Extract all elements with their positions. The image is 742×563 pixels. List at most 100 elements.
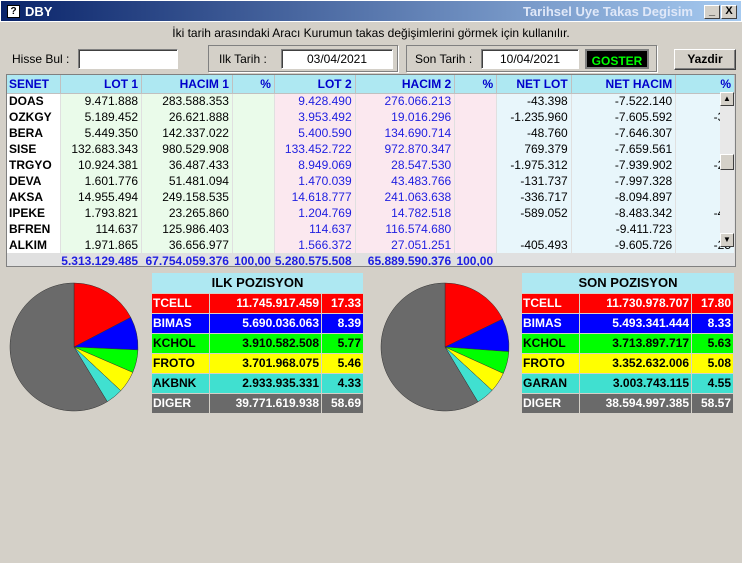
grid-header-2[interactable]: HACIM 1 [141,75,233,94]
hisse-label: Hisse Bul : [12,52,70,66]
pozisyon-name: AKBNK [152,374,209,393]
grid-vertical-scrollbar[interactable]: ▲ ▼ [720,92,734,247]
son-pozisyon-pie-chart [380,282,510,412]
grid-header-1[interactable]: LOT 1 [60,75,143,94]
close-button[interactable]: X [721,5,737,19]
table-cell: 14.955.494 [60,189,143,205]
summary-cell: 100,00 [232,253,275,266]
table-cell: 3.953.492 [274,109,356,125]
table-row[interactable]: TRGYO 10.924.381 36.487.433 8.949.069 28.547… [7,157,735,173]
pozisyon-row: KCHOL 3.713.897.717 5.63 [522,334,734,353]
table-cell [496,221,572,237]
table-row[interactable]: SISE 132.683.343 980.529.908 133.452.722 972… [7,141,735,157]
table-cell: -43.398 [496,93,572,109]
pozisyon-value: 3.910.582.508 [210,334,321,353]
pozisyon-value: 3.003.743.115 [580,374,691,393]
pozisyon-pct: 17.33 [322,294,363,313]
table-cell [232,109,275,125]
grid-header-8[interactable]: NET HACIM [571,75,677,94]
scroll-thumb[interactable] [720,154,734,170]
grid-header-9[interactable]: % [675,75,735,94]
summary-cell: 67.754.059.376 [141,253,233,266]
table-cell: 276.066.213 [355,93,456,109]
table-cell: AKSA [7,189,62,205]
grid-header-6[interactable]: % [454,75,498,94]
table-cell [454,125,498,141]
table-row[interactable]: AKSA 14.955.494 249.158.535 14.618.777 241.0… [7,189,735,205]
table-cell: 5.449.350 [60,125,143,141]
summary-cell: 5.280.575.508 [274,253,356,266]
table-cell [232,157,275,173]
pozisyon-value: 2.933.935.331 [210,374,321,393]
app-name: DBY [25,4,53,19]
table-cell: -405.493 [496,237,572,253]
son-tarih-field[interactable]: 10/04/2021 [481,49,579,69]
ilk-tarih-field[interactable]: 03/04/2021 [281,49,393,69]
table-row[interactable]: DEVA 1.601.776 51.481.094 1.470.039 43.483.7… [7,173,735,189]
table-cell: DEVA [7,173,62,189]
pozisyon-pct: 5.46 [322,354,363,373]
table-cell: -7.646.307 [571,125,677,141]
table-cell: 134.690.714 [355,125,456,141]
pozisyon-pct: 4.55 [692,374,733,393]
app-icon: ? [7,5,20,18]
table-cell: -7.605.592 [571,109,677,125]
table-cell: 125.986.403 [141,221,233,237]
hisse-search-input[interactable] [78,49,178,69]
table-cell: 769.379 [496,141,572,157]
title-bar: ? DBY Tarihsel Uye Takas Degisim _ X [0,0,742,22]
takas-grid[interactable]: SENET LOT 1 HACIM 1% LOT 2 HACIM 2% NET LOT NE… [6,74,736,267]
table-cell: -9.605.726 [571,237,677,253]
grid-header-0[interactable]: SENET [7,75,62,94]
scroll-up-icon[interactable]: ▲ [720,92,734,106]
table-cell: -7.522.140 [571,93,677,109]
table-cell: 133.452.722 [274,141,356,157]
table-cell [232,189,275,205]
table-cell: -8.094.897 [571,189,677,205]
grid-header-5[interactable]: HACIM 2 [355,75,456,94]
table-row[interactable]: BFREN 114.637 125.986.403 114.637 116.574.68… [7,221,735,237]
table-cell: BFREN [7,221,62,237]
table-row[interactable]: DOAS 9.471.888 283.588.353 9.428.490 276.066… [7,93,735,109]
pozisyon-name: DIGER [152,394,209,413]
table-cell: IPEKE [7,205,62,221]
ilk-tarih-label: Ilk Tarih : [219,52,267,66]
goster-button[interactable]: GOSTER [585,49,649,69]
table-row[interactable]: OZKGY 5.189.452 26.621.888 3.953.492 19.016.… [7,109,735,125]
table-cell: -7.659.561 [571,141,677,157]
pozisyon-value: 11.730.978.707 [580,294,691,313]
table-cell: 1.566.372 [274,237,356,253]
table-cell: 8.949.069 [274,157,356,173]
ilk-pozisyon-pie-chart [9,282,139,412]
table-cell: 1.601.776 [60,173,143,189]
table-cell: 972.870.347 [355,141,456,157]
table-row[interactable]: IPEKE 1.793.821 23.265.860 1.204.769 14.782.… [7,205,735,221]
grid-header-7[interactable]: NET LOT [496,75,572,94]
table-cell [232,205,275,221]
table-cell: 27.051.251 [355,237,456,253]
grid-header-3[interactable]: % [232,75,275,94]
pozisyon-value: 11.745.917.459 [210,294,321,313]
table-cell: 9.428.490 [274,93,356,109]
pozisyon-row: TCELL 11.730.978.707 17.80 [522,294,734,313]
table-row[interactable]: ALKIM 1.971.865 36.656.977 1.566.372 27.051.… [7,237,735,253]
table-cell: 1.470.039 [274,173,356,189]
pozisyon-name: BIMAS [152,314,209,333]
pozisyon-pct: 17.80 [692,294,733,313]
table-cell: SISE [7,141,62,157]
table-cell [232,93,275,109]
table-cell [454,93,498,109]
pie-slice-tcell [73,282,132,348]
minimize-button[interactable]: _ [704,5,720,19]
pozisyon-row: DIGER 38.594.997.385 58.57 [522,394,734,413]
table-cell: 116.574.680 [355,221,456,237]
table-row[interactable]: BERA 5.449.350 142.337.022 5.400.590 134.690… [7,125,735,141]
table-cell: 19.016.296 [355,109,456,125]
grid-header-4[interactable]: LOT 2 [274,75,356,94]
scroll-down-icon[interactable]: ▼ [720,233,734,247]
pozisyon-value: 39.771.619.938 [210,394,321,413]
yazdir-button[interactable]: Yazdir [674,49,736,70]
pozisyon-value: 38.594.997.385 [580,394,691,413]
table-cell: 114.637 [60,221,143,237]
table-cell [454,141,498,157]
